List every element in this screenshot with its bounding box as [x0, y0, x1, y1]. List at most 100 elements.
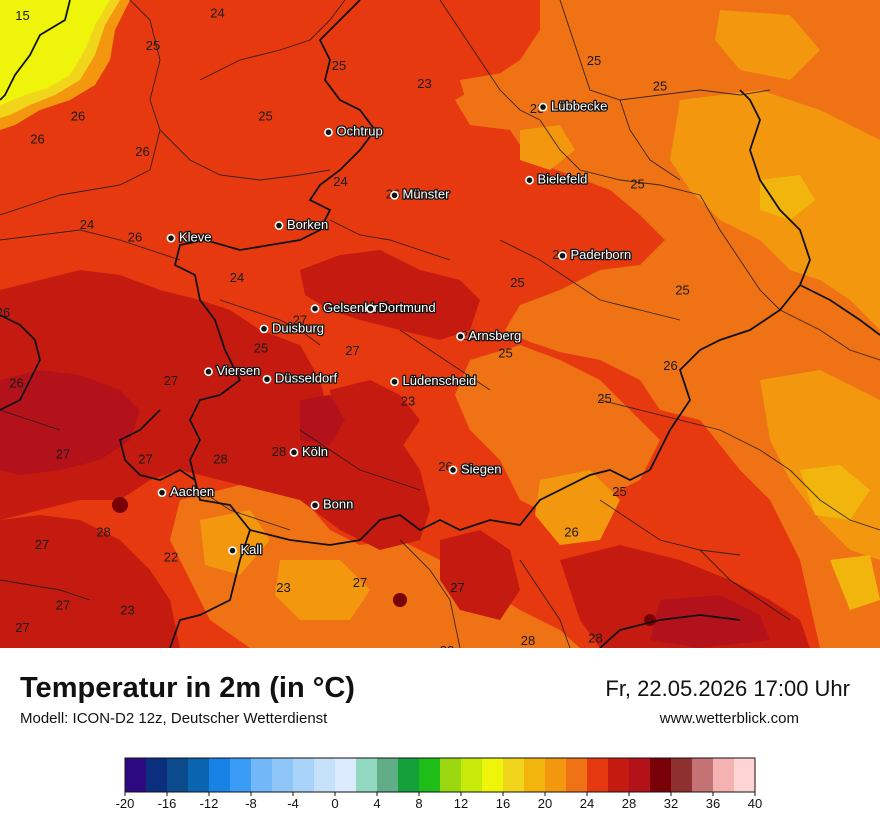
city-dot[interactable] — [262, 374, 272, 384]
city-dot[interactable] — [324, 127, 333, 137]
city-dot[interactable] — [390, 377, 399, 387]
city-marker[interactable]: Düsseldorf — [262, 369, 339, 387]
field-cool-corner — [0, 0, 130, 130]
district-boundaries — [0, 0, 880, 648]
field-27-zones — [0, 250, 810, 648]
city-dot[interactable] — [166, 233, 176, 243]
city-marker[interactable]: Siegen — [448, 460, 503, 478]
city-name[interactable]: Ochtrup — [335, 122, 384, 140]
city-marker[interactable]: Kall — [228, 541, 264, 559]
legend-tick-label: -12 — [200, 796, 219, 811]
city-dot[interactable] — [366, 304, 375, 314]
temperature-label: 25 — [630, 177, 644, 192]
city-name[interactable]: Kall — [239, 541, 263, 559]
temperature-label: 27 — [56, 597, 70, 612]
temperature-label: 23 — [417, 76, 431, 91]
legend-bin — [167, 758, 189, 792]
city-dot[interactable] — [157, 488, 167, 498]
city-marker[interactable]: Lüdenscheid — [390, 372, 478, 390]
legend-tick-label: -20 — [116, 796, 135, 811]
city-name[interactable]: Paderborn — [569, 246, 632, 264]
border-nl-de-east — [169, 0, 377, 648]
legend-bin — [545, 758, 567, 792]
city-dot[interactable] — [259, 324, 269, 334]
legend-bin — [419, 758, 441, 792]
city-dot[interactable] — [390, 190, 399, 200]
city-marker[interactable]: Gelsenkirchen — [310, 299, 408, 317]
field-20-zones — [760, 175, 880, 610]
legend-bin — [440, 758, 462, 792]
city-name[interactable]: Köln — [301, 442, 330, 460]
temperature-label: 25 — [146, 38, 160, 53]
legend-bin — [461, 758, 483, 792]
city-name[interactable]: Gelsenkirchen — [322, 299, 408, 317]
city-name[interactable]: Bielefeld — [536, 170, 588, 188]
city-dot[interactable] — [538, 102, 548, 112]
city-name[interactable]: Lübbecke — [550, 97, 609, 115]
city-dot[interactable] — [274, 221, 284, 230]
city-marker[interactable]: Aachen — [157, 483, 216, 501]
city-dot[interactable] — [310, 304, 320, 314]
city-name[interactable]: Borken — [286, 216, 330, 234]
legend-tick-label: -16 — [158, 796, 177, 811]
temperature-label: 27 — [293, 313, 307, 328]
city-name[interactable]: Dortmund — [377, 299, 437, 317]
city-dot[interactable] — [228, 546, 237, 556]
legend-tick-label: 8 — [415, 796, 422, 811]
city-name[interactable]: Viersen — [215, 362, 261, 380]
temperature-label: 25 — [254, 340, 268, 355]
temperature-label: 28 — [213, 451, 227, 466]
legend-tick-label: 12 — [454, 796, 468, 811]
city-marker[interactable]: Kleve — [166, 228, 213, 246]
city-dot[interactable] — [456, 332, 465, 341]
temperature-label: 27 — [450, 580, 464, 595]
city-marker[interactable]: Paderborn — [558, 246, 633, 264]
city-marker[interactable]: Lübbecke — [538, 97, 609, 115]
city-name[interactable]: Düsseldorf — [274, 369, 339, 387]
city-marker[interactable]: Bielefeld — [525, 170, 589, 188]
city-marker[interactable]: Duisburg — [259, 319, 326, 337]
temperature-label: 27 — [353, 575, 367, 590]
legend-bin — [209, 758, 231, 792]
border-nl-de-north — [0, 0, 71, 101]
legend-tick-label: 28 — [622, 796, 636, 811]
city-marker[interactable]: Bonn — [310, 495, 355, 513]
temperature-label: 26 — [564, 524, 578, 539]
city-name[interactable]: Lüdenscheid — [401, 372, 477, 390]
city-name[interactable]: Kleve — [178, 228, 213, 246]
city-marker[interactable]: Köln — [289, 442, 330, 460]
city-name[interactable]: Münster — [401, 185, 451, 203]
border-nl-be-de — [0, 314, 41, 411]
city-marker[interactable]: Dortmund — [366, 299, 437, 317]
city-name[interactable]: Siegen — [460, 460, 503, 478]
temperature-label: 27 — [15, 620, 29, 635]
temperature-label: 28 — [272, 444, 286, 459]
city-marker[interactable]: Viersen — [204, 362, 262, 380]
legend-tick-label: 32 — [664, 796, 678, 811]
city-markers: Lübbecke Ochtrup Bielefeld Münster Borken Kle… — [157, 97, 633, 559]
city-name[interactable]: Duisburg — [271, 319, 326, 337]
temperature-label: 15 — [15, 8, 29, 23]
legend-bin — [713, 758, 735, 792]
legend-bin — [398, 758, 420, 792]
legend-bin — [125, 758, 147, 792]
city-dot[interactable] — [289, 447, 299, 457]
website-link[interactable]: www.wetterblick.com — [659, 710, 799, 727]
city-dot[interactable] — [310, 500, 320, 510]
city-dot[interactable] — [448, 465, 458, 475]
city-marker[interactable]: Münster — [390, 185, 451, 203]
city-dot[interactable] — [558, 251, 567, 261]
city-marker[interactable]: Borken — [274, 216, 330, 234]
city-dot[interactable] — [525, 175, 534, 185]
city-name[interactable]: Arnsberg — [467, 327, 522, 345]
temperature-label: 28 — [521, 633, 535, 648]
city-marker[interactable]: Ochtrup — [324, 122, 384, 140]
legend-bin — [671, 758, 693, 792]
city-name[interactable]: Bonn — [322, 495, 355, 513]
city-name[interactable]: Aachen — [169, 483, 216, 501]
color-legend: -20 -16 -12 -8 -4 0 4 8 12 16 20 24 28 32 36 40 — [116, 757, 762, 811]
city-marker[interactable]: Arnsberg — [456, 327, 523, 345]
legend-ticks: -20 -16 -12 -8 -4 0 4 8 12 16 20 24 28 32 36 40 — [116, 792, 762, 811]
city-dot[interactable] — [204, 367, 213, 377]
temperature-label: 25 — [612, 484, 626, 499]
